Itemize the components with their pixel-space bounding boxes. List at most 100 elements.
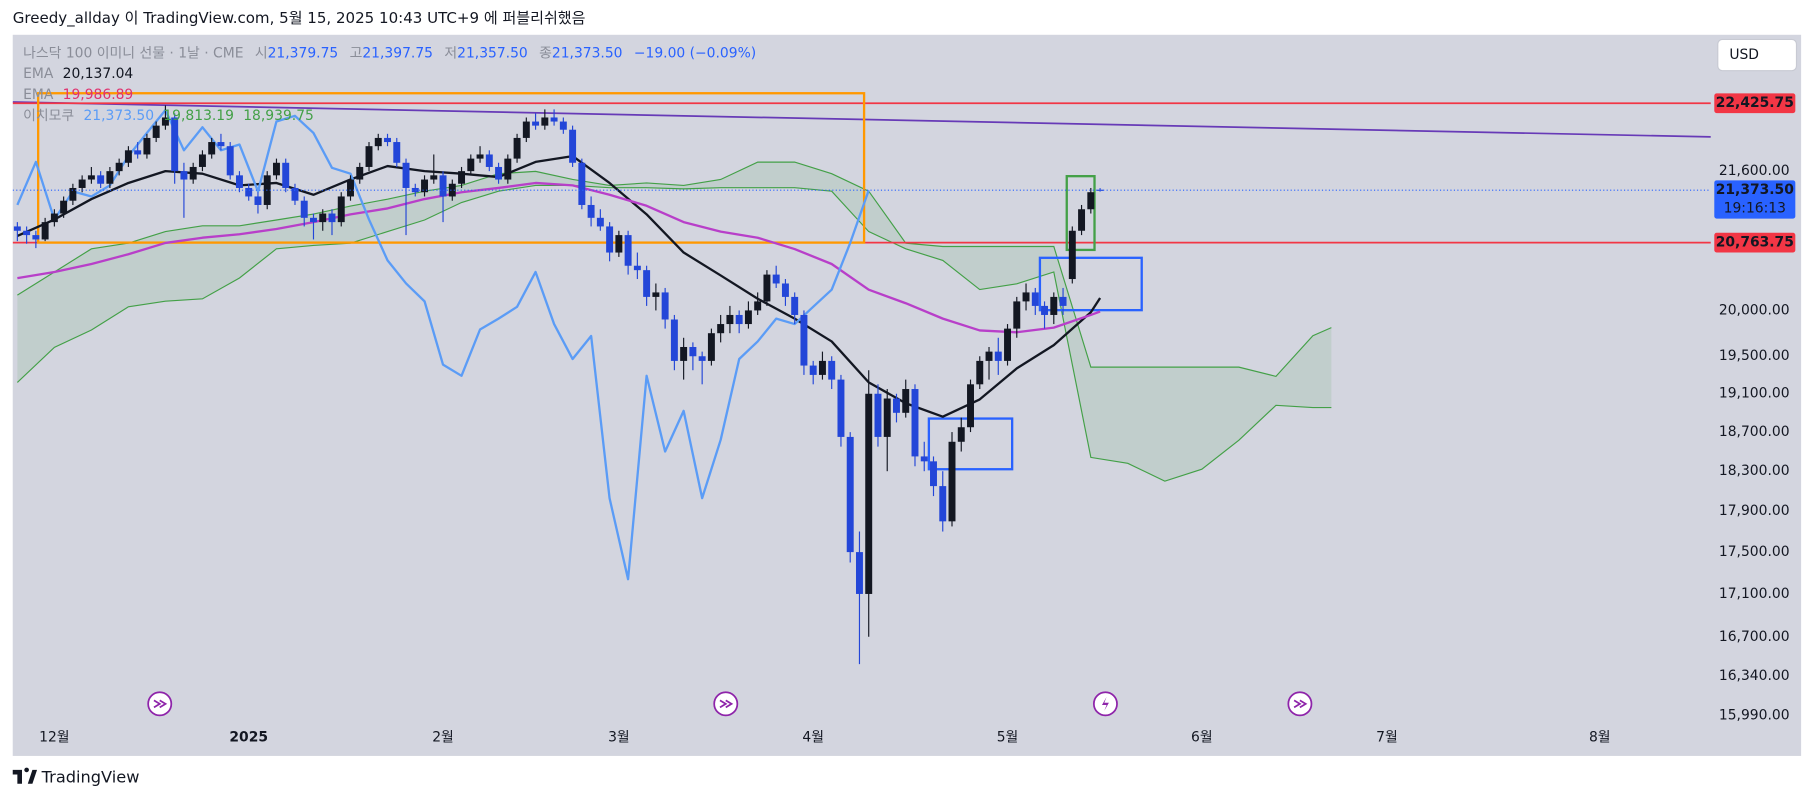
candle-body <box>698 356 706 361</box>
candle-body <box>717 324 725 334</box>
event-icon[interactable] <box>147 691 173 717</box>
y-tick-label: 21,600.00 <box>1719 163 1790 179</box>
symbol: 나스닥 100 이미니 선물 · 1날 · CME <box>23 45 243 61</box>
ohlc-legend: 나스닥 100 이미니 선물 · 1날 · CME 시21,379.75 고21… <box>23 45 756 61</box>
candle-body <box>32 235 40 240</box>
candle-body <box>606 226 614 253</box>
y-tick-label: 19,100.00 <box>1719 386 1790 402</box>
candle-body <box>282 162 290 188</box>
candle-body <box>60 200 68 214</box>
y-tick-label: 15,990.00 <box>1719 707 1790 723</box>
candle-body <box>1013 301 1021 329</box>
high-label: 고 <box>350 45 363 61</box>
candle-body <box>180 171 188 180</box>
x-tick-label: 6월 <box>1191 729 1213 745</box>
indicator-name: EMA <box>23 87 54 103</box>
candle-body <box>902 389 910 413</box>
candle-body <box>337 196 345 223</box>
candle-body <box>930 461 937 487</box>
candle-body <box>680 346 688 361</box>
candle-body <box>550 117 558 122</box>
brand: TradingView <box>41 767 140 786</box>
candle-body <box>772 274 780 284</box>
candle-body <box>578 162 586 205</box>
currency[interactable]: USD <box>1729 47 1759 63</box>
y-tick-label: 16,700.00 <box>1719 629 1790 645</box>
candle-body <box>800 314 808 366</box>
candle-body <box>356 166 364 180</box>
indicator-legend: EMA 19,986.89 <box>23 87 133 103</box>
trendline <box>12 101 1711 138</box>
indicator-value: 19,813.19 <box>163 108 234 124</box>
y-tick-label: 18,700.00 <box>1719 424 1790 440</box>
change: −19.00 (−0.09%) <box>634 45 756 61</box>
candle-body <box>735 314 743 325</box>
candle-body <box>818 360 826 375</box>
candle-body <box>707 333 715 361</box>
candle-body <box>763 274 771 302</box>
y-tick-label: 17,900.00 <box>1719 503 1790 519</box>
candle-body <box>23 230 31 236</box>
candle-body <box>985 351 993 361</box>
candle-body <box>883 398 891 437</box>
candle-body <box>754 301 762 311</box>
high: 21,397.75 <box>362 45 433 61</box>
candle-body <box>633 265 641 271</box>
candle-body <box>310 217 317 223</box>
event-icon[interactable] <box>1092 691 1118 717</box>
candle-body <box>781 283 789 297</box>
currency-button[interactable] <box>1717 38 1798 72</box>
candle-body <box>1078 209 1086 231</box>
x-tick-label: 7월 <box>1376 729 1398 745</box>
candle-body <box>439 175 447 197</box>
candle-body <box>994 351 1002 361</box>
candle-body <box>254 196 262 205</box>
x-tick-label: 3월 <box>608 729 630 745</box>
box <box>1065 175 1096 252</box>
candle-body <box>744 310 752 325</box>
candle-body <box>791 296 799 315</box>
x-tick-label: 12월 <box>39 729 69 745</box>
close: 21,373.50 <box>552 45 623 61</box>
candle-body <box>402 162 410 188</box>
indicator-line <box>17 181 1101 334</box>
candle-body <box>1050 296 1058 315</box>
candle-body <box>689 346 697 357</box>
candle-body <box>319 213 327 223</box>
candle-body <box>670 319 678 361</box>
candle-body <box>13 226 21 231</box>
candle-body <box>541 117 549 126</box>
candle-body <box>458 171 466 184</box>
candle-body <box>893 398 900 413</box>
candle-body <box>726 314 734 325</box>
candle-body <box>1031 292 1039 306</box>
x-tick-label: 2월 <box>432 729 454 745</box>
candle-body <box>855 552 863 594</box>
plot-area <box>12 92 1711 665</box>
candle-body <box>69 187 77 201</box>
low: 21,357.50 <box>457 45 528 61</box>
candle-body <box>411 187 419 193</box>
candle-body <box>911 389 919 457</box>
candle-body <box>976 360 984 385</box>
event-icons[interactable] <box>147 691 1313 717</box>
candle-body <box>532 121 540 126</box>
candle-body <box>198 154 206 167</box>
axes: 21,600.00 20,000.00 19,500.00 19,100.00 18,7… <box>39 93 1796 745</box>
candle-body <box>522 121 530 138</box>
candle-body <box>837 379 845 437</box>
candle-body <box>226 146 234 176</box>
indicator-value: 18,939.75 <box>243 108 314 124</box>
candle-body <box>115 162 123 172</box>
candle-body <box>948 441 956 522</box>
candle-body <box>485 154 493 167</box>
open: 21,379.75 <box>268 45 339 61</box>
candle-body <box>300 200 308 218</box>
candle-body <box>865 393 873 594</box>
candle-body <box>245 187 253 197</box>
candle-body <box>467 158 475 172</box>
event-icon[interactable] <box>1287 691 1313 717</box>
candle-body <box>504 158 512 180</box>
event-icon[interactable] <box>713 691 739 717</box>
